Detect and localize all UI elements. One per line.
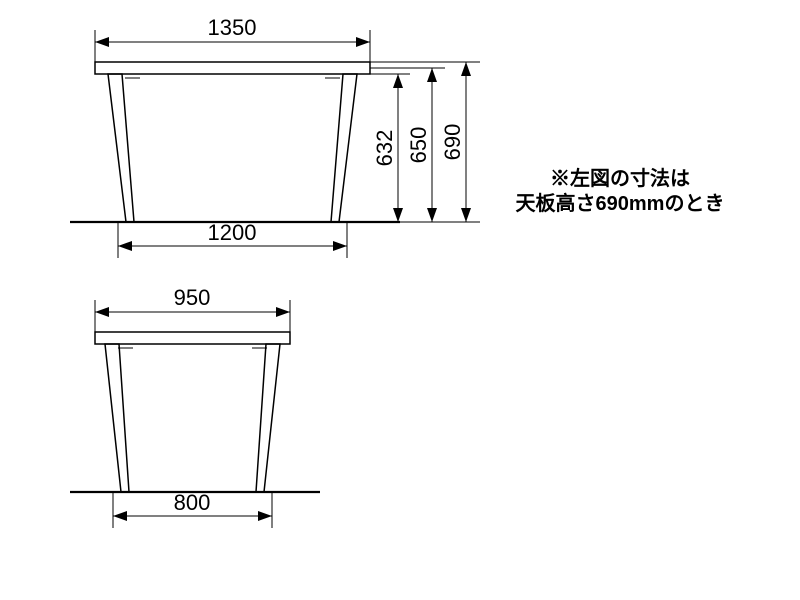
- drawing-canvas: 1350 1200 632: [0, 0, 800, 600]
- note: ※左図の寸法は 天板高さ690mmのとき: [516, 166, 725, 215]
- front-dim-top: 1350: [95, 15, 370, 62]
- front-dim-heights: 632 650 690: [370, 62, 480, 222]
- side-leg-right: [256, 344, 280, 492]
- front-dim-bottom-text: 1200: [208, 220, 257, 245]
- front-dim-top-text: 1350: [208, 15, 257, 40]
- side-leg-left: [105, 344, 129, 492]
- side-dim-bottom: 800: [113, 490, 272, 528]
- front-dim-h3-text: 690: [440, 124, 465, 161]
- front-dim-h2-text: 650: [406, 127, 431, 164]
- side-dim-bottom-text: 800: [174, 490, 211, 515]
- side-dim-top: 950: [95, 285, 290, 332]
- front-view: 1350 1200 632: [70, 15, 480, 258]
- front-dim-h1-text: 632: [372, 130, 397, 167]
- front-tabletop: [95, 62, 370, 74]
- front-dim-bottom: 1200: [118, 220, 347, 258]
- note-line1: ※左図の寸法は: [550, 166, 690, 190]
- note-line2: 天板高さ690mmのとき: [516, 191, 725, 215]
- side-dim-top-text: 950: [174, 285, 211, 310]
- side-view: 950 800: [70, 285, 320, 528]
- side-tabletop: [95, 332, 290, 344]
- front-leg-right: [331, 74, 357, 222]
- front-leg-left: [108, 74, 134, 222]
